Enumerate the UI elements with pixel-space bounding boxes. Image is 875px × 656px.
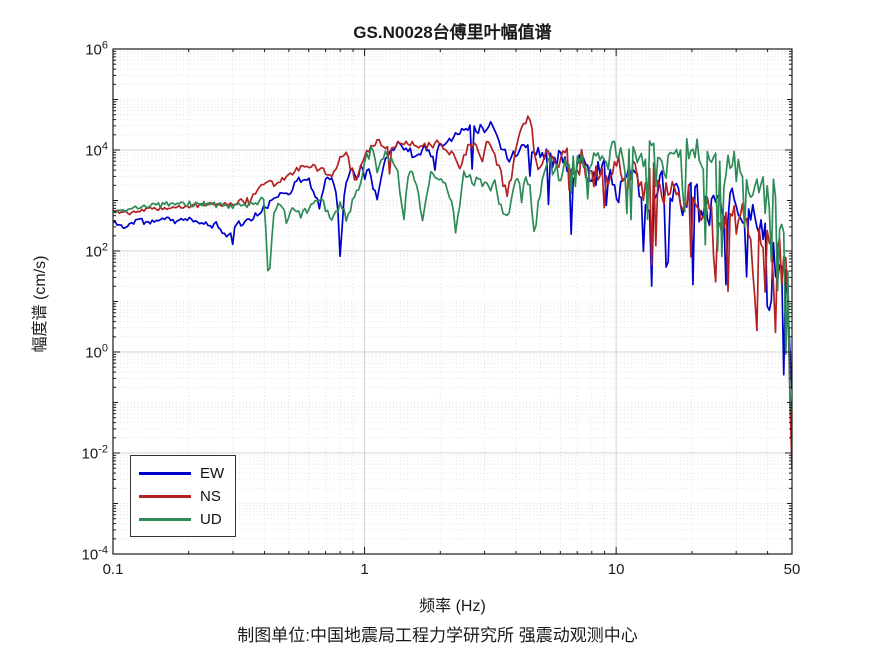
figure-caption: 制图单位:中国地震局工程力学研究所 强震动观测中心: [237, 626, 638, 645]
legend-line-sample: [139, 472, 191, 475]
y-tick-label: 104: [85, 140, 108, 160]
y-tick-label: 106: [85, 39, 108, 59]
series-line-ud: [113, 137, 792, 419]
chart-title: GS.N0028台傅里叶幅值谱: [353, 23, 552, 42]
y-tick-label: 10-4: [81, 544, 108, 564]
legend-line-sample: [139, 518, 191, 521]
legend-label: EW: [200, 465, 225, 482]
y-axis-label: 幅度谱 (cm/s): [32, 255, 49, 353]
y-tick-label: 102: [85, 241, 108, 261]
x-tick-label: 1: [360, 561, 369, 578]
x-tick-label: 0.1: [102, 561, 124, 578]
x-tick-label: 50: [783, 561, 801, 578]
legend-label: UD: [200, 511, 222, 528]
legend-item-ud: UD: [131, 508, 235, 531]
series-line-ns: [113, 115, 792, 470]
legend-item-ew: EW: [131, 462, 235, 485]
legend-item-ns: NS: [131, 485, 235, 508]
legend-line-sample: [139, 495, 191, 498]
x-axis-label: 频率 (Hz): [419, 598, 486, 615]
series-line-ew: [113, 120, 792, 390]
y-tick-label: 10-2: [81, 443, 108, 463]
x-tick-label: 10: [607, 561, 625, 578]
legend-box: EW NS UD: [130, 455, 236, 537]
y-tick-label: 100: [85, 342, 108, 362]
legend-label: NS: [200, 488, 221, 505]
